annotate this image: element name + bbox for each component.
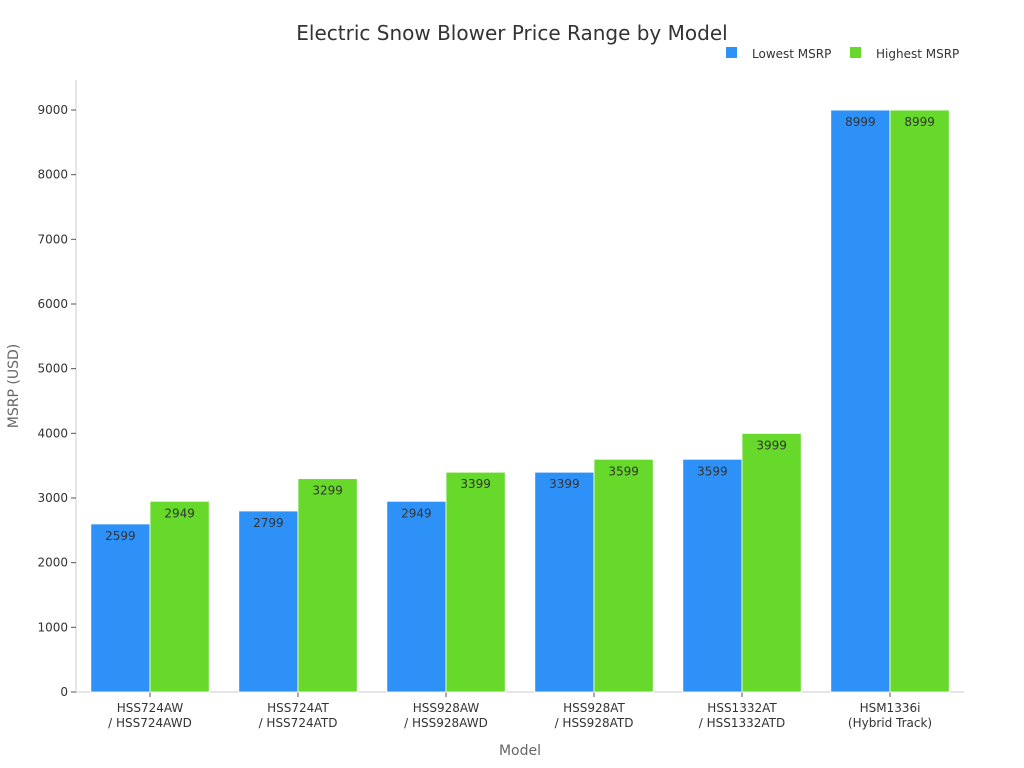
x-tick-label: HSM1336i — [860, 701, 921, 715]
data-label: 2599 — [105, 529, 136, 543]
y-tick-label: 4000 — [37, 426, 68, 440]
x-tick-label: HSS928AT — [563, 701, 625, 715]
legend-swatch — [726, 47, 737, 58]
bar-lowest — [386, 500, 447, 693]
data-label: 2799 — [253, 516, 284, 530]
x-axis-label: Model — [499, 743, 541, 759]
legend-swatch — [850, 47, 861, 58]
data-label: 3299 — [312, 484, 343, 498]
legend: Lowest MSRP Highest MSRP — [726, 47, 959, 61]
x-tick-label: / HSS724ATD — [259, 716, 338, 730]
x-tick-label: HSS1332AT — [707, 701, 777, 715]
bar-lowest — [682, 458, 743, 693]
x-tick-label: HSS928AW — [413, 701, 480, 715]
data-label: 2949 — [164, 506, 195, 520]
y-tick-label: 0 — [60, 685, 68, 699]
bar-highest — [889, 109, 950, 693]
y-tick-label: 9000 — [37, 103, 68, 117]
x-tick-label: (Hybrid Track) — [848, 716, 932, 730]
y-tick-label: 1000 — [37, 620, 68, 634]
bar-highest — [445, 471, 506, 693]
data-label: 8999 — [845, 115, 876, 129]
data-label: 3599 — [697, 464, 728, 478]
y-tick-label: 3000 — [37, 491, 68, 505]
bar-lowest — [534, 471, 595, 693]
y-tick-label: 5000 — [37, 362, 68, 376]
legend-label: Highest MSRP — [876, 47, 959, 61]
bar-highest — [593, 458, 654, 693]
data-label: 2949 — [401, 506, 432, 520]
y-tick-label: 2000 — [37, 556, 68, 570]
y-tick-label: 8000 — [37, 168, 68, 182]
x-tick-label: / HSS928ATD — [555, 716, 634, 730]
bar-highest — [741, 432, 802, 693]
data-label: 3599 — [608, 464, 639, 478]
x-tick-label: / HSS928AWD — [404, 716, 488, 730]
data-label: 3399 — [549, 477, 580, 491]
x-tick-label: HSS724AW — [117, 701, 184, 715]
x-tick-label: / HSS1332ATD — [699, 716, 786, 730]
bars: 2599 2949 2799 3299 2949 3399 3399 3599 3599 3999… — [90, 109, 950, 693]
data-label: 3399 — [460, 477, 491, 491]
y-tick-label: 6000 — [37, 297, 68, 311]
x-tick-label: / HSS724AWD — [108, 716, 192, 730]
y-axis-label: MSRP (USD) — [6, 344, 22, 428]
y-tick-label: 7000 — [37, 232, 68, 246]
chart-title: Electric Snow Blower Price Range by Mode… — [296, 21, 727, 45]
axes: 0 1000 2000 3000 4000 5000 6000 7000 8000 9000 HSS… — [37, 80, 964, 730]
data-label: 8999 — [904, 115, 935, 129]
x-tick-label: HSS724AT — [267, 701, 329, 715]
bar-lowest — [830, 109, 891, 693]
data-label: 3999 — [756, 438, 787, 452]
bar-lowest — [238, 510, 299, 693]
bar-highest — [149, 500, 210, 693]
legend-label: Lowest MSRP — [752, 47, 831, 61]
bar-lowest — [90, 523, 151, 693]
bar-highest — [297, 478, 358, 693]
